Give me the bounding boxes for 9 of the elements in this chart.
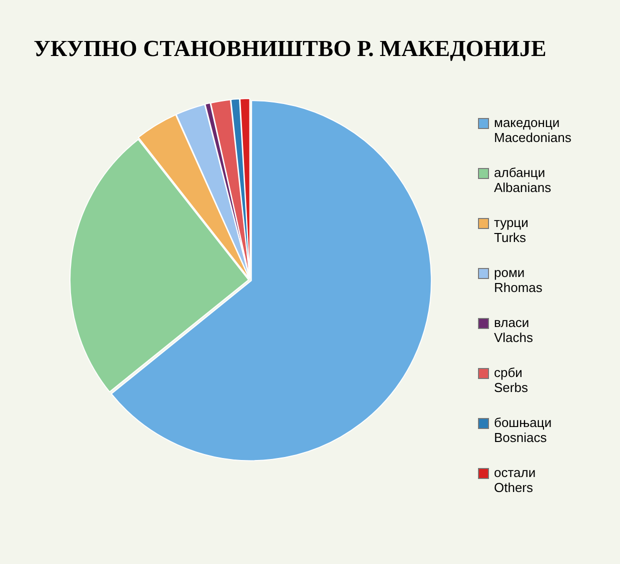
legend-label: албанци Albanians [494,165,552,195]
legend-label: срби Serbs [494,365,528,395]
legend-label: роми Rhomas [494,265,542,295]
legend-label: македонци Macedonians [494,115,572,145]
legend-label: турци Turks [494,215,528,245]
legend-label: остали Others [494,465,536,495]
chart-title: УКУПНО СТАНОВНИШТВО Р. МАКЕДОНИЈЕ [32,36,548,62]
legend-label: бошњаци Bosniacs [494,415,552,445]
legend-label: власи Vlachs [494,315,534,345]
